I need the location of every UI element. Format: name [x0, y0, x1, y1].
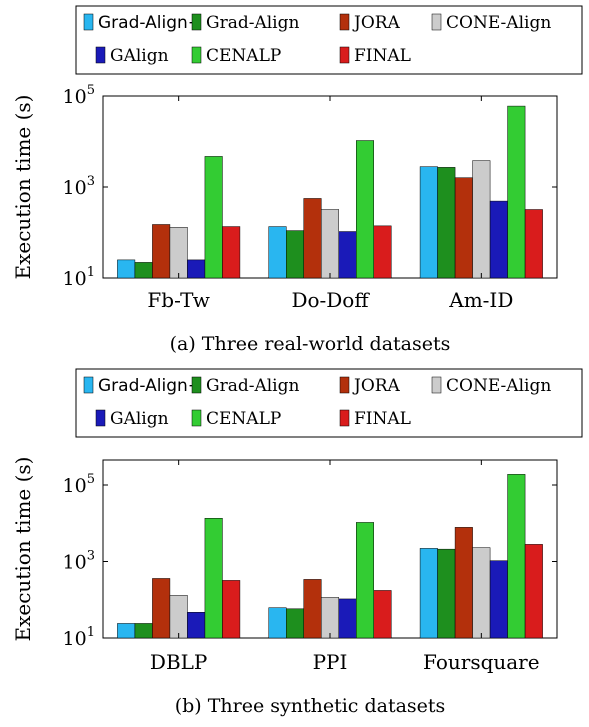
bar — [321, 209, 339, 279]
legend-swatch — [83, 376, 94, 394]
legend-swatch — [191, 409, 202, 427]
legend-swatch — [191, 13, 202, 31]
legend-label: GAlign — [110, 409, 169, 429]
legend-label: Grad-Align+ — [98, 376, 202, 396]
legend-swatch — [339, 46, 350, 64]
bar — [489, 560, 508, 639]
bar — [437, 548, 456, 639]
legend-swatch — [339, 376, 350, 394]
legend-box — [75, 368, 583, 438]
bar — [187, 259, 206, 279]
bar — [338, 231, 357, 279]
figure-caption: (a) Three real-world datasets — [170, 333, 451, 355]
legend-swatch — [191, 376, 202, 394]
bar — [454, 177, 473, 279]
y-tick-label: 101 — [63, 625, 95, 650]
chart-panel-2: Grad-Align+ Grad-Align JORA CONE-Align GAlig… — [11, 368, 583, 717]
bar — [152, 224, 171, 279]
bar — [338, 598, 357, 639]
legend-swatch — [431, 13, 442, 31]
legend-label: CENALP — [206, 409, 281, 429]
bar — [373, 225, 392, 279]
bar — [321, 597, 339, 639]
bar — [524, 209, 543, 279]
bar — [303, 579, 322, 639]
bar — [437, 167, 456, 279]
bar — [204, 518, 223, 639]
bar — [169, 595, 188, 639]
bar — [524, 544, 543, 639]
legend-swatch — [191, 46, 202, 64]
legend-label: FINAL — [354, 46, 411, 66]
legend-label: FINAL — [354, 409, 411, 429]
y-tick-label: 103 — [63, 548, 95, 573]
bar — [187, 612, 206, 639]
bar — [373, 590, 392, 639]
bar — [472, 547, 491, 639]
bar — [472, 160, 491, 279]
bar — [454, 527, 473, 639]
legend-swatch — [339, 409, 350, 427]
bar — [507, 105, 526, 279]
bar — [222, 580, 241, 639]
bar — [169, 227, 188, 279]
legend-swatch — [339, 13, 350, 31]
bar — [117, 623, 136, 639]
bar — [419, 548, 438, 639]
legend-label: CONE-Align — [446, 13, 551, 33]
bar — [222, 226, 241, 279]
bar — [268, 226, 287, 279]
x-tick-label: Foursquare — [423, 650, 540, 674]
legend-label: JORA — [352, 13, 401, 33]
legend-label: JORA — [352, 376, 401, 396]
figure-caption: (b) Three synthetic datasets — [175, 695, 446, 717]
bar — [134, 262, 153, 279]
legend-label: Grad-Align — [206, 13, 300, 33]
x-tick-label: PPI — [313, 650, 348, 674]
legend-swatch — [95, 46, 106, 64]
bar — [204, 156, 223, 279]
y-axis-label: Execution time (s) — [11, 457, 35, 642]
bar — [356, 140, 374, 279]
bar — [489, 200, 508, 279]
legend-label: CENALP — [206, 46, 281, 66]
legend-swatch — [431, 376, 442, 394]
bar — [507, 474, 526, 639]
legend-label: CONE-Align — [446, 376, 551, 396]
legend-box — [75, 5, 583, 75]
bar — [152, 578, 171, 639]
y-tick-label: 101 — [63, 265, 95, 290]
y-axis-label: Execution time (s) — [11, 95, 35, 280]
y-tick-label: 105 — [63, 83, 95, 108]
bar — [117, 259, 136, 279]
legend-swatch — [83, 13, 94, 31]
legend-label: Grad-Align — [206, 376, 300, 396]
legend-label: Grad-Align+ — [98, 13, 202, 33]
x-tick-label: Do-Doff — [291, 288, 370, 312]
bar — [419, 166, 438, 279]
chart-panel-1: Grad-Align+ Grad-Align JORA CONE-Align GAlig… — [11, 5, 583, 355]
legend-swatch — [95, 409, 106, 427]
bar — [134, 623, 153, 639]
legend-label: GAlign — [110, 46, 169, 66]
y-tick-label: 103 — [63, 174, 95, 199]
bar — [286, 608, 304, 639]
x-tick-label: Fb-Tw — [147, 288, 209, 312]
bar — [303, 198, 322, 279]
bar — [356, 522, 374, 639]
x-tick-label: DBLP — [150, 650, 207, 674]
bar — [268, 607, 287, 639]
x-tick-label: Am-ID — [448, 288, 513, 312]
y-tick-label: 105 — [63, 472, 95, 497]
bar — [286, 230, 304, 279]
